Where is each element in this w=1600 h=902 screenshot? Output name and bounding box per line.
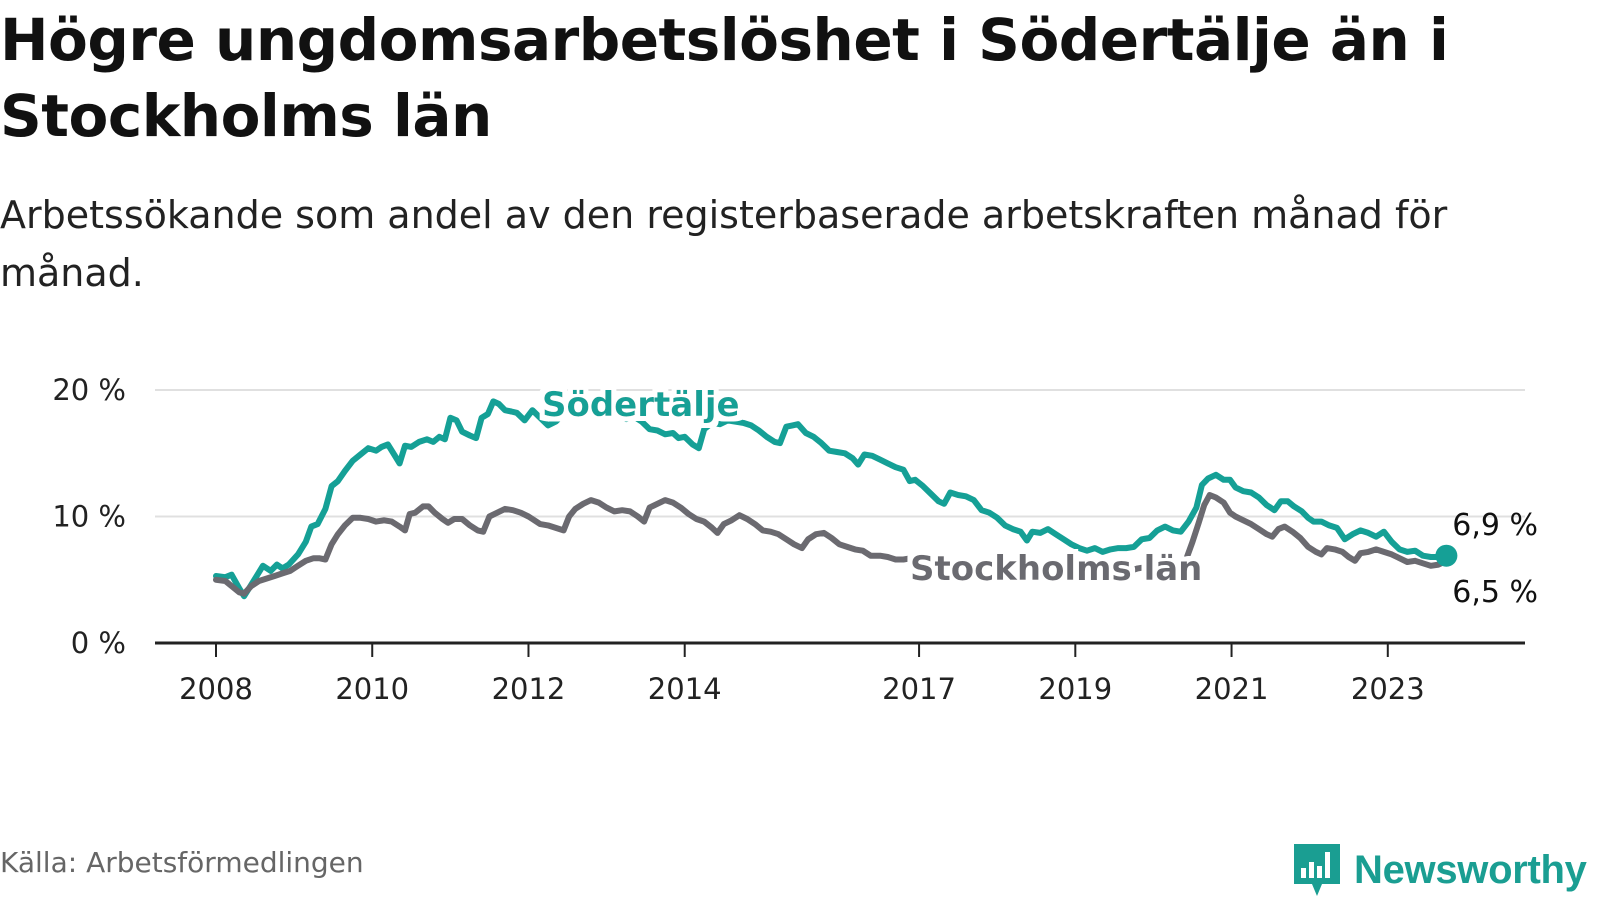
x-tick-label: 2014 bbox=[648, 672, 722, 706]
x-tick-label: 2021 bbox=[1195, 672, 1269, 706]
series-label-stockholm: Stockholms län bbox=[910, 549, 1202, 589]
brand-logo[interactable]: Newsworthy bbox=[1290, 838, 1587, 902]
x-tick-label: 2017 bbox=[882, 672, 956, 706]
series-line-stockholm bbox=[213, 492, 1450, 597]
brand-name: Newsworthy bbox=[1354, 847, 1587, 892]
newsworthy-logo-icon bbox=[1294, 844, 1340, 896]
x-tick-label: 2023 bbox=[1351, 672, 1425, 706]
x-tick-label: 2010 bbox=[335, 672, 409, 706]
chart-subtitle: Arbetssökande som andel av den registerb… bbox=[0, 193, 1448, 295]
sodertalje-end-marker bbox=[1435, 544, 1458, 567]
end-value-stockholm: 6,5 % bbox=[1452, 575, 1538, 610]
y-tick-label: 10 % bbox=[52, 500, 126, 534]
page-title: Högre ungdomsarbetslöshet i Södertälje ä… bbox=[0, 6, 1449, 150]
x-tick-label: 2008 bbox=[179, 672, 253, 706]
line-chart: 0 % 10 % 20 % 2008 2010 2012 2014 2017 2019 2021… bbox=[52, 373, 1538, 706]
x-tick-label: 2012 bbox=[492, 672, 566, 706]
source-note: Källa: Arbetsförmedlingen bbox=[0, 846, 364, 879]
series-label-sodertalje: Södertälje bbox=[542, 385, 740, 425]
y-tick-label: 0 % bbox=[71, 626, 126, 660]
y-tick-label: 20 % bbox=[52, 373, 126, 407]
series-line-sodertalje bbox=[213, 398, 1450, 600]
x-tick-label: 2019 bbox=[1038, 672, 1112, 706]
end-value-sodertalje: 6,9 % bbox=[1452, 508, 1538, 543]
